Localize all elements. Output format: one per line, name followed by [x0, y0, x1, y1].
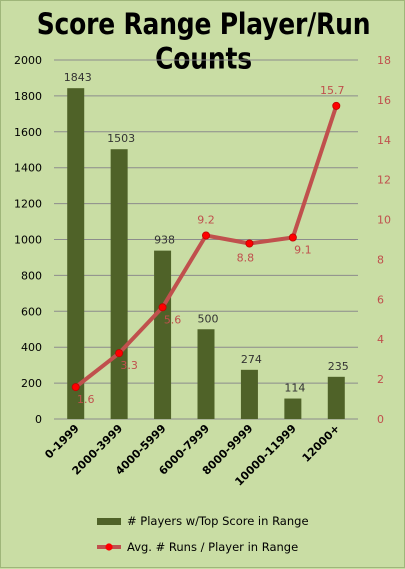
- y-left-tick-label: 1800: [14, 90, 42, 103]
- line-data-label: 15.7: [320, 84, 345, 97]
- legend-label-line: Avg. # Runs / Player in Range: [127, 540, 298, 554]
- y-right-tick-label: 18: [377, 54, 391, 67]
- legend-label-bar: # Players w/Top Score in Range: [127, 514, 309, 528]
- line-point: [158, 303, 167, 312]
- line-data-label: 9.1: [294, 244, 312, 257]
- line-point: [245, 239, 254, 248]
- bar: [284, 398, 302, 419]
- bar-data-label: 235: [328, 360, 349, 373]
- line-data-label: 1.6: [77, 393, 95, 406]
- y-right-tick-label: 10: [377, 214, 391, 227]
- y-right-tick-label: 14: [377, 134, 391, 147]
- line-point: [332, 101, 341, 110]
- x-tick-label: 12000+: [300, 422, 343, 465]
- y-right-tick-label: 0: [377, 413, 384, 426]
- bar-data-label: 938: [154, 234, 175, 247]
- line-point: [71, 383, 80, 392]
- y-right-tick-label: 12: [377, 174, 391, 187]
- bar: [327, 376, 345, 419]
- line-data-label: 9.2: [197, 214, 215, 227]
- line-data-label: 8.8: [237, 251, 255, 264]
- chart-title: Score Range Player/Run Counts: [36, 7, 371, 76]
- y-left-tick-label: 1200: [14, 198, 42, 211]
- y-left-tick-label: 600: [21, 305, 42, 318]
- y-left-tick-label: 1000: [14, 234, 42, 247]
- bar: [154, 250, 172, 419]
- bar-data-label: 274: [241, 353, 262, 366]
- bar: [240, 369, 258, 419]
- line-data-label: 5.6: [164, 313, 182, 326]
- y-left-tick-label: 800: [21, 269, 42, 282]
- y-left-tick-label: 2000: [14, 54, 42, 67]
- y-left-tick-label: 0: [35, 413, 42, 426]
- y-right-tick-label: 16: [377, 94, 391, 107]
- bar: [110, 149, 128, 420]
- y-right-tick-label: 8: [377, 253, 384, 266]
- y-left-tick-label: 200: [21, 377, 42, 390]
- bar-data-label: 1503: [107, 132, 135, 145]
- x-tick-label: 0-1999: [42, 422, 81, 461]
- line-point: [288, 233, 297, 242]
- legend-swatch-bar: [97, 518, 121, 525]
- y-right-tick-label: 6: [377, 293, 384, 306]
- y-left-tick-label: 1400: [14, 162, 42, 175]
- line-point: [115, 349, 124, 358]
- bar-data-label: 1843: [64, 71, 92, 84]
- line-point: [201, 231, 210, 240]
- bar-data-label: 500: [198, 312, 219, 325]
- y-left-tick-label: 1600: [14, 126, 42, 139]
- bar-data-label: 114: [284, 382, 305, 395]
- bar: [197, 329, 215, 419]
- y-left-tick-label: 400: [21, 341, 42, 354]
- bar: [67, 88, 85, 419]
- y-right-tick-label: 4: [377, 333, 384, 346]
- y-right-tick-label: 2: [377, 373, 384, 386]
- line-data-label: 3.3: [120, 359, 138, 372]
- legend-marker-line: [105, 543, 113, 551]
